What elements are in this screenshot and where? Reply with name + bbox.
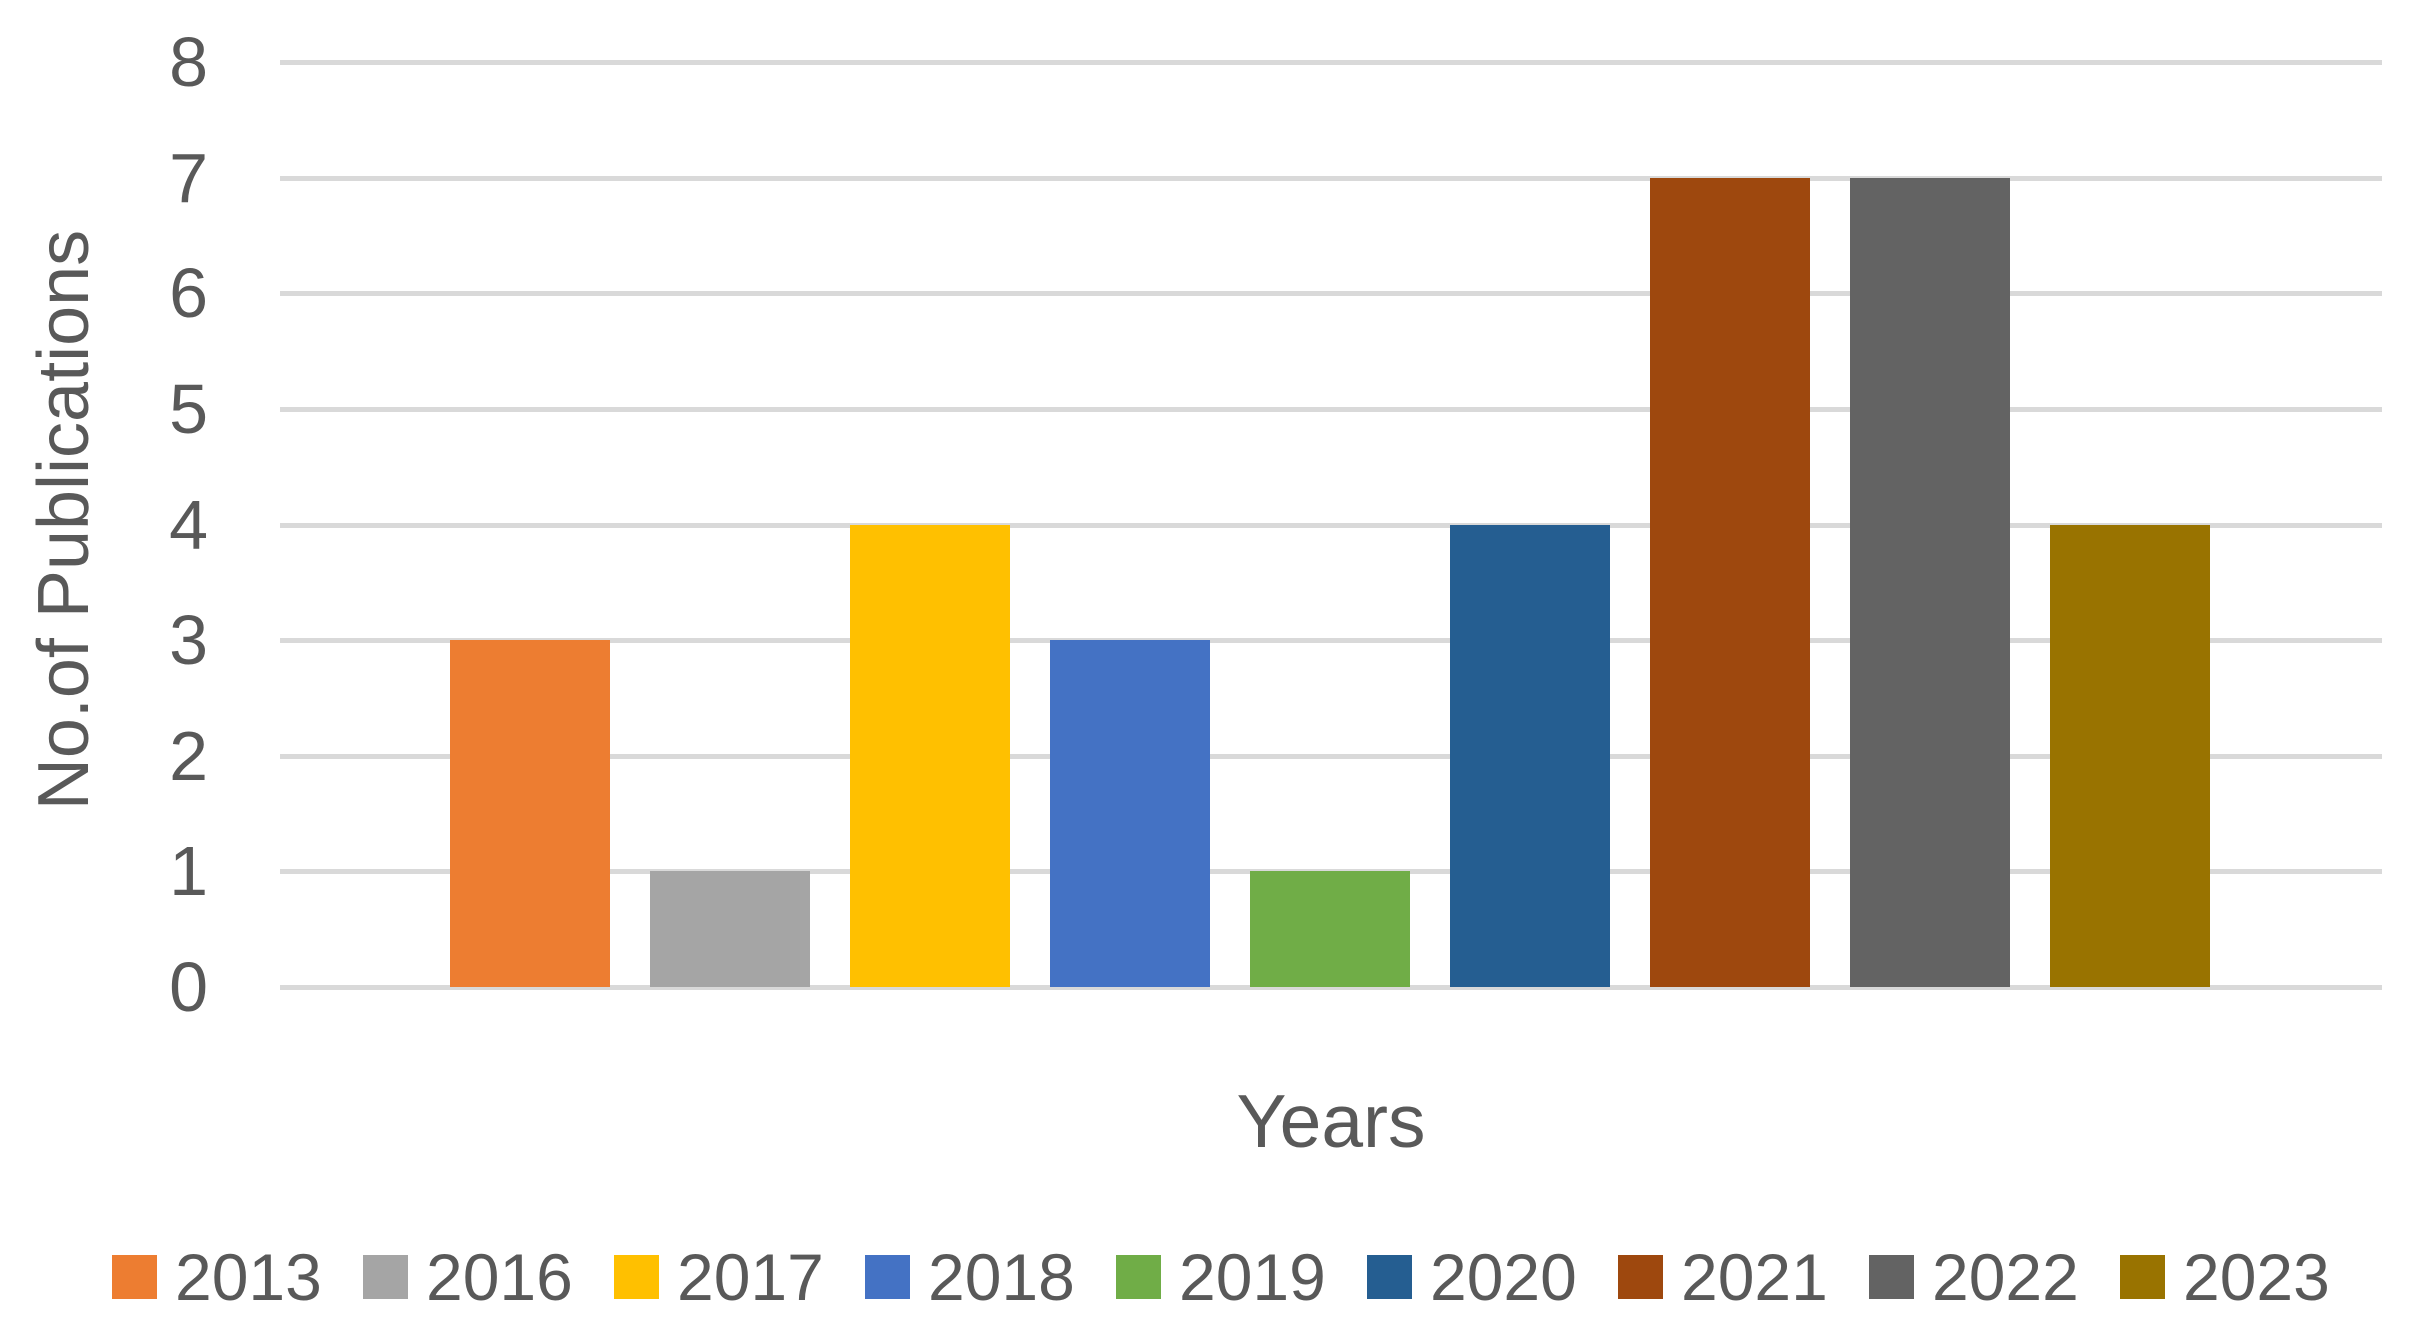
gridline-y8 [280, 60, 2382, 65]
y-tick-label-8: 8 [169, 23, 208, 101]
legend-label-2022: 2022 [1932, 1240, 2079, 1314]
y-tick-label-3: 3 [169, 601, 208, 680]
legend-label-2021: 2021 [1681, 1240, 1828, 1314]
legend-label-2017: 2017 [677, 1240, 824, 1314]
legend-item-2018: 2018 [865, 1240, 1075, 1314]
gridline-y4 [280, 522, 2382, 528]
legend-item-2023: 2023 [2120, 1240, 2330, 1314]
y-tick-label-6: 6 [169, 254, 208, 333]
bar-2018 [1050, 640, 1210, 987]
y-tick-label-4: 4 [169, 485, 208, 564]
legend-item-2020: 2020 [1367, 1240, 1577, 1314]
legend-item-2013: 2013 [112, 1240, 322, 1314]
bar-2020 [1450, 524, 1610, 987]
legend-label-2020: 2020 [1430, 1240, 1577, 1314]
gridline-y7 [280, 175, 2382, 181]
legend-item-2022: 2022 [1869, 1240, 2079, 1314]
y-tick-label-7: 7 [169, 138, 208, 217]
bar-2022 [1850, 177, 2010, 987]
legend-swatch-2017 [614, 1255, 659, 1299]
gridline-y3 [280, 638, 2382, 644]
bar-2017 [850, 524, 1010, 987]
legend-item-2021: 2021 [1618, 1240, 1828, 1314]
legend-label-2019: 2019 [1179, 1240, 1326, 1314]
bar-2016 [650, 871, 810, 987]
legend-label-2018: 2018 [928, 1240, 1075, 1314]
gridline-y6 [280, 291, 2382, 297]
legend-swatch-2023 [2120, 1255, 2165, 1299]
legend-label-2013: 2013 [175, 1240, 322, 1314]
legend-swatch-2016 [363, 1255, 408, 1299]
legend-swatch-2022 [1869, 1255, 1914, 1299]
gridline-y2 [280, 753, 2382, 759]
gridline-y0 [280, 985, 2382, 990]
legend-label-2023: 2023 [2183, 1240, 2330, 1314]
x-axis-title: Years [1236, 1079, 1426, 1163]
bar-2019 [1250, 871, 1410, 987]
legend-swatch-2020 [1367, 1255, 1412, 1299]
legend-swatch-2013 [112, 1255, 157, 1299]
y-tick-label-5: 5 [169, 369, 208, 448]
y-tick-label-2: 2 [169, 716, 208, 795]
y-tick-label-0: 0 [169, 948, 208, 1026]
legend-item-2019: 2019 [1116, 1240, 1326, 1314]
plot-area [280, 60, 2382, 990]
y-tick-label-1: 1 [169, 832, 208, 911]
y-axis-title: No.of Publications [24, 229, 104, 811]
legend-swatch-2018 [865, 1255, 910, 1299]
bar-2013 [450, 640, 610, 987]
legend-item-2016: 2016 [363, 1240, 573, 1314]
legend-label-2016: 2016 [426, 1240, 573, 1314]
legend-swatch-2021 [1618, 1255, 1663, 1299]
legend-swatch-2019 [1116, 1255, 1161, 1299]
legend-item-2017: 2017 [614, 1240, 824, 1314]
bar-2021 [1650, 177, 1810, 987]
bar-2023 [2050, 524, 2210, 987]
gridline-y5 [280, 406, 2382, 412]
